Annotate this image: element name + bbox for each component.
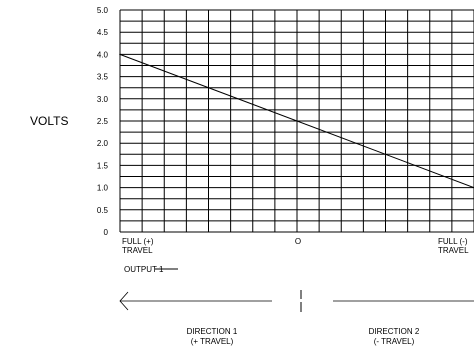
legend-label: OUTPUT 1 bbox=[124, 265, 164, 274]
y-tick-label: 0.5 bbox=[97, 206, 109, 215]
direction2-label-line1: DIRECTION 2 bbox=[369, 327, 420, 336]
y-axis-label: VOLTS bbox=[30, 114, 68, 128]
x-label-left-line2: TRAVEL bbox=[122, 246, 153, 255]
x-label-right-line1: FULL (-) bbox=[438, 237, 468, 246]
x-label-center: O bbox=[295, 237, 301, 246]
direction1-label-line1: DIRECTION 1 bbox=[187, 327, 238, 336]
grid bbox=[119, 9, 474, 233]
y-tick-label: 1.5 bbox=[97, 161, 109, 170]
direction1-arrowhead bbox=[119, 291, 129, 311]
y-tick-label: 0 bbox=[104, 228, 109, 237]
y-tick-label: 2.0 bbox=[97, 139, 109, 148]
y-tick-label: 3.5 bbox=[97, 73, 109, 82]
direction1-label-line2: (+ TRAVEL) bbox=[191, 337, 234, 346]
y-tick-label: 4.5 bbox=[97, 28, 109, 37]
y-tick-label: 3.0 bbox=[97, 95, 109, 104]
direction2-label-line2: (- TRAVEL) bbox=[374, 337, 415, 346]
y-tick-label: 1.0 bbox=[97, 184, 109, 193]
y-tick-label: 2.5 bbox=[97, 117, 109, 126]
x-label-right-line2: TRAVEL bbox=[438, 246, 469, 255]
data-point bbox=[119, 53, 121, 56]
y-tick-labels: 5.0 4.5 4.0 3.5 3.0 2.5 2.0 1.5 1.0 0.5 0 bbox=[97, 6, 109, 237]
y-tick-label: 4.0 bbox=[97, 50, 109, 59]
y-tick-label: 5.0 bbox=[97, 6, 109, 15]
series-line bbox=[119, 53, 474, 189]
x-label-left-line1: FULL (+) bbox=[122, 237, 154, 246]
